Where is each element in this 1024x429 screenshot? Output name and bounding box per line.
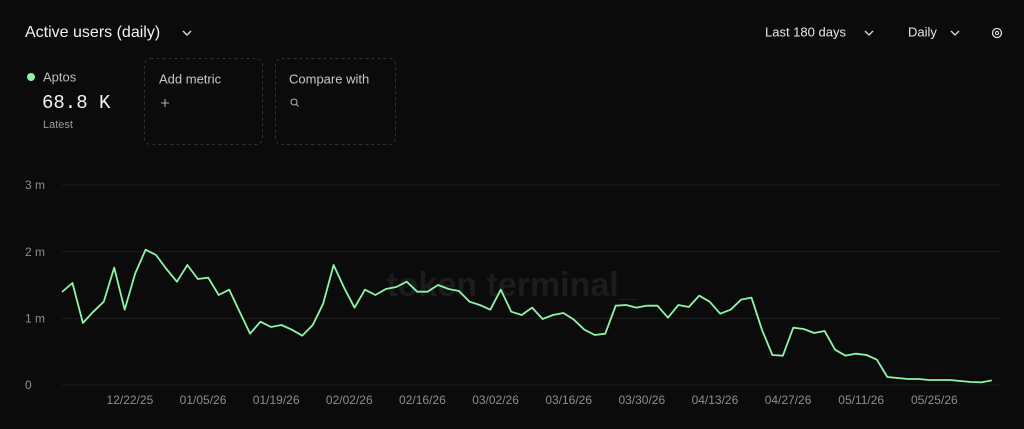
plus-icon[interactable] [161,99,169,107]
x-tick-label: 02/02/26 [326,393,373,407]
add-metric-label[interactable]: Add metric [159,71,222,86]
x-tick-label: 01/19/26 [253,393,300,407]
x-tick-label: 05/25/26 [911,393,958,407]
x-tick-label: 03/16/26 [545,393,592,407]
legend-name[interactable]: Aptos [43,69,77,84]
search-lens [290,98,298,106]
title-chevron[interactable] [182,30,192,36]
compare-label[interactable]: Compare with [289,71,369,86]
add-metric-box[interactable] [144,58,263,145]
settings-icon[interactable] [991,27,1003,39]
y-tick-label: 0 [25,378,32,392]
x-tick-label: 04/27/26 [765,393,812,407]
x-tick-label: 03/30/26 [618,393,665,407]
interval-chevron[interactable] [950,30,960,36]
series-line [61,248,992,384]
y-tick-label: 3 m [25,178,45,192]
x-tick-label: 04/13/26 [692,393,739,407]
latest-note: Latest [43,119,73,131]
interval-select[interactable]: Daily [908,24,937,39]
x-tick-label: 01/05/26 [180,393,227,407]
y-tick-label: 2 m [25,245,45,259]
x-tick-label: 02/16/26 [399,393,446,407]
search-handle [295,103,299,107]
y-tick-label: 1 m [25,312,45,326]
range-chevron[interactable] [864,30,874,36]
legend-dot [27,73,35,81]
chart-title[interactable]: Active users (daily) [25,24,160,41]
gear-ring [991,27,1003,39]
compare-box[interactable] [275,58,396,145]
x-tick-label: 12/22/25 [107,393,154,407]
latest-value: 68.8 K [42,92,111,114]
gear-hub [994,30,1000,36]
search-icon[interactable] [290,98,299,107]
x-tick-label: 05/11/26 [838,393,884,407]
x-tick-label: 03/02/26 [472,393,519,407]
range-select[interactable]: Last 180 days [765,24,846,39]
watermark: token terminal_ [386,266,638,304]
